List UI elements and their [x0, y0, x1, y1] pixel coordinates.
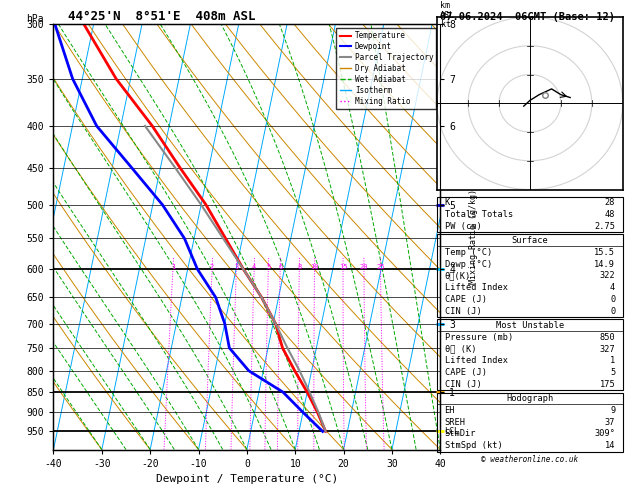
Text: Most Unstable: Most Unstable [496, 321, 564, 330]
Text: Surface: Surface [511, 236, 548, 245]
X-axis label: Dewpoint / Temperature (°C): Dewpoint / Temperature (°C) [156, 474, 338, 484]
Text: StmDir: StmDir [445, 430, 476, 438]
Bar [437, 319, 623, 390]
Text: CIN (J): CIN (J) [445, 380, 481, 389]
Text: CIN (J): CIN (J) [445, 307, 481, 316]
Text: 25: 25 [376, 264, 385, 270]
Text: 5: 5 [266, 264, 270, 270]
Text: 2: 2 [210, 264, 214, 270]
Text: 309°: 309° [594, 430, 615, 438]
Text: LCL: LCL [444, 427, 459, 436]
Text: K: K [445, 198, 450, 207]
Text: Temp (°C): Temp (°C) [445, 248, 492, 257]
Text: 37: 37 [605, 417, 615, 427]
Text: 15.5: 15.5 [594, 248, 615, 257]
Text: Totals Totals: Totals Totals [445, 210, 513, 219]
Text: Lifted Index: Lifted Index [445, 283, 508, 292]
Text: EH: EH [445, 406, 455, 415]
Text: PW (cm): PW (cm) [445, 222, 481, 231]
Text: 6: 6 [278, 264, 282, 270]
Text: 0: 0 [610, 295, 615, 304]
Text: kt: kt [441, 20, 451, 30]
Text: 4: 4 [610, 283, 615, 292]
Bar [437, 234, 623, 317]
Text: km
ASL: km ASL [440, 0, 455, 20]
Text: SREH: SREH [445, 417, 465, 427]
Text: Hodograph: Hodograph [506, 394, 554, 403]
Text: Pressure (mb): Pressure (mb) [445, 333, 513, 342]
Text: hPa: hPa [26, 14, 44, 24]
Text: θᴄ(K): θᴄ(K) [445, 271, 471, 280]
Text: StmSpd (kt): StmSpd (kt) [445, 441, 503, 451]
Text: 48: 48 [605, 210, 615, 219]
Text: Lifted Index: Lifted Index [445, 356, 508, 365]
Text: θᴄ (K): θᴄ (K) [445, 345, 476, 353]
Text: CAPE (J): CAPE (J) [445, 295, 487, 304]
Text: 44°25'N  8°51'E  408m ASL: 44°25'N 8°51'E 408m ASL [53, 10, 256, 23]
Text: 14.9: 14.9 [594, 260, 615, 269]
Text: 15: 15 [339, 264, 347, 270]
Text: 3: 3 [234, 264, 238, 270]
Text: CAPE (J): CAPE (J) [445, 368, 487, 377]
Text: 175: 175 [599, 380, 615, 389]
Text: 327: 327 [599, 345, 615, 353]
Text: 1: 1 [610, 356, 615, 365]
Bar [437, 197, 623, 232]
Text: 14: 14 [605, 441, 615, 451]
Text: 9: 9 [610, 406, 615, 415]
Text: 07.06.2024  06GMT (Base: 12): 07.06.2024 06GMT (Base: 12) [440, 12, 615, 22]
Text: Dewp (°C): Dewp (°C) [445, 260, 492, 269]
Text: 1: 1 [171, 264, 175, 270]
Text: 4: 4 [252, 264, 256, 270]
Text: 10: 10 [310, 264, 319, 270]
Text: 322: 322 [599, 271, 615, 280]
Legend: Temperature, Dewpoint, Parcel Trajectory, Dry Adiabat, Wet Adiabat, Isotherm, Mi: Temperature, Dewpoint, Parcel Trajectory… [337, 28, 437, 109]
Text: © weatheronline.co.uk: © weatheronline.co.uk [481, 454, 579, 464]
Text: 0: 0 [610, 307, 615, 316]
Text: 850: 850 [599, 333, 615, 342]
Bar [437, 393, 623, 451]
Text: 2.75: 2.75 [594, 222, 615, 231]
Text: Mixing Ratio (g/kg): Mixing Ratio (g/kg) [469, 190, 477, 284]
Text: 5: 5 [610, 368, 615, 377]
Text: 8: 8 [297, 264, 301, 270]
Text: 20: 20 [360, 264, 368, 270]
Text: 28: 28 [605, 198, 615, 207]
